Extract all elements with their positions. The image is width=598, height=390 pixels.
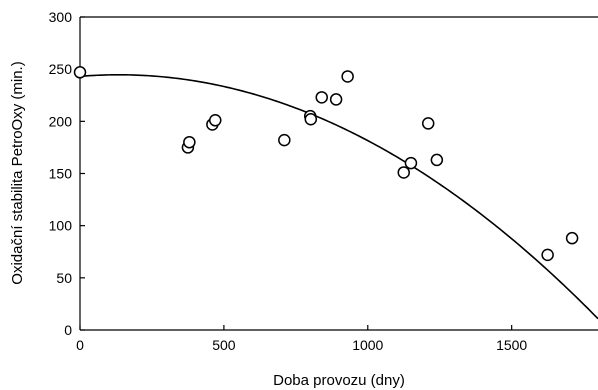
data-point xyxy=(304,112,318,126)
y-tick-label: 100 xyxy=(49,218,73,234)
y-tick-label: 200 xyxy=(49,113,73,129)
data-point xyxy=(278,133,291,147)
y-tick-label: 50 xyxy=(56,270,72,286)
data-point xyxy=(341,70,354,83)
data-point xyxy=(404,156,418,170)
data-point xyxy=(209,114,222,127)
data-point xyxy=(565,231,579,245)
data-point xyxy=(183,135,196,149)
trendline xyxy=(80,73,598,320)
y-tick-label: 0 xyxy=(64,322,72,338)
y-axis-ticks: 0 50 100 150 200 250 300 xyxy=(49,9,85,338)
trendline-group xyxy=(80,73,598,320)
x-tick-label: 500 xyxy=(212,337,236,353)
y-tick-label: 250 xyxy=(49,61,73,77)
data-points xyxy=(73,66,579,262)
data-point xyxy=(329,93,343,106)
y-tick-label: 300 xyxy=(49,9,73,25)
data-point xyxy=(541,248,554,262)
data-point xyxy=(73,66,87,79)
plot-frame xyxy=(79,16,598,331)
y-tick-label: 150 xyxy=(49,166,73,182)
x-tick-label: 1500 xyxy=(496,337,527,353)
data-point xyxy=(315,91,328,104)
data-point xyxy=(430,153,444,167)
x-axis-title: Doba provozu (dny) xyxy=(273,372,405,389)
x-axis-ticks: 0 500 1000 1500 xyxy=(76,325,527,353)
y-axis-title: Oxidační stabilita PetroOxy (min.) xyxy=(9,61,26,284)
x-tick-label: 1000 xyxy=(352,337,383,353)
data-point xyxy=(421,117,435,130)
x-tick-label: 0 xyxy=(76,337,84,353)
data-point xyxy=(397,166,410,179)
